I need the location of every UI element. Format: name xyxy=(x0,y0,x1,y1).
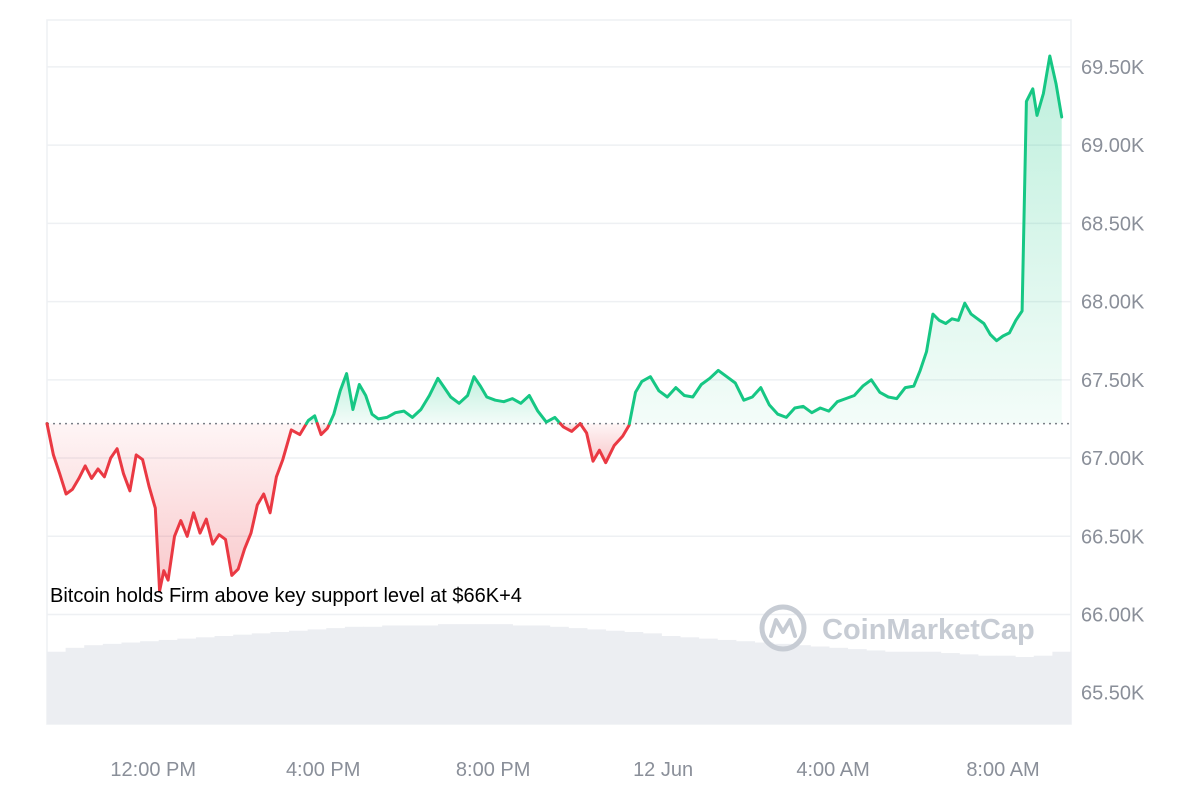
volume-bar xyxy=(940,653,960,724)
x-tick-label: 4:00 PM xyxy=(286,759,360,781)
price-area-fills xyxy=(47,56,1062,591)
volume-bar xyxy=(512,625,532,724)
y-tick-label: 66.00K xyxy=(1081,604,1145,626)
volume-bar xyxy=(47,651,67,724)
y-tick-label: 67.00K xyxy=(1081,448,1145,470)
volume-bar xyxy=(84,645,104,724)
price-line-down-segment xyxy=(315,422,332,437)
price-line-down-segment xyxy=(578,422,631,465)
volume-bars xyxy=(47,624,1072,724)
volume-bar xyxy=(214,635,234,724)
volume-bar xyxy=(977,655,998,724)
volume-bar xyxy=(586,629,607,724)
volume-bar xyxy=(847,649,867,724)
volume-bar xyxy=(270,632,290,724)
area-fill-above-baseline xyxy=(329,373,561,424)
coinmarketcap-watermark: CoinMarketCap xyxy=(759,604,1035,652)
volume-bar xyxy=(698,638,718,724)
volume-bar xyxy=(475,624,495,724)
volume-bar xyxy=(828,647,849,724)
price-line-down-segment xyxy=(558,422,582,433)
volume-bar xyxy=(251,633,271,724)
volume-bar xyxy=(810,646,830,724)
volume-bar xyxy=(344,626,365,724)
volume-bar xyxy=(121,642,141,724)
volume-bar xyxy=(307,629,327,724)
volume-bar xyxy=(400,625,420,724)
volume-bar xyxy=(642,633,662,724)
volume-bar xyxy=(773,643,793,724)
coinmarketcap-logo-icon xyxy=(759,604,807,652)
volume-bar xyxy=(791,645,811,724)
price-line-down-segment xyxy=(45,422,308,593)
chart-annotation: Bitcoin holds Firm above key support lev… xyxy=(50,585,522,607)
volume-bar xyxy=(903,651,923,724)
volume-bar xyxy=(195,637,216,724)
y-axis-ticks: 65.50K 66.00K 66.50K 67.00K 67.50K 68.00K 68.5… xyxy=(1081,57,1145,705)
area-fill-below-baseline xyxy=(47,423,307,591)
volume-bar xyxy=(437,624,458,724)
volume-bar xyxy=(1015,657,1035,724)
volume-bar xyxy=(568,628,588,724)
volume-bar xyxy=(866,650,886,724)
area-fill-above-baseline xyxy=(629,56,1062,424)
volume-bar xyxy=(1033,655,1053,724)
price-line xyxy=(45,54,1064,593)
volume-bar xyxy=(456,624,476,724)
volume-bar xyxy=(605,630,625,724)
x-tick-label: 4:00 AM xyxy=(796,759,869,781)
watermark-text: CoinMarketCap xyxy=(822,614,1035,646)
x-tick-label: 8:00 AM xyxy=(966,759,1039,781)
y-tick-label: 68.50K xyxy=(1081,213,1145,235)
volume-bar xyxy=(177,638,197,724)
volume-bar xyxy=(754,642,774,724)
volume-bar xyxy=(158,639,178,724)
price-line-up-segment xyxy=(328,372,562,426)
volume-bar xyxy=(959,654,979,724)
volume-bar xyxy=(382,625,402,724)
price-line-up-segment xyxy=(627,54,1064,426)
y-tick-label: 66.50K xyxy=(1081,526,1145,548)
y-tick-label: 67.50K xyxy=(1081,370,1145,392)
price-line-up-segment xyxy=(304,414,319,426)
volume-bar xyxy=(289,630,309,724)
volume-bar xyxy=(326,628,346,724)
y-tick-label: 69.50K xyxy=(1081,57,1145,79)
y-tick-label: 65.50K xyxy=(1081,683,1145,705)
y-tick-label: 68.00K xyxy=(1081,292,1145,314)
volume-bar xyxy=(922,651,942,724)
volume-bar xyxy=(493,624,513,724)
volume-bar xyxy=(102,643,122,724)
x-tick-label: 8:00 PM xyxy=(456,759,530,781)
volume-bar xyxy=(624,632,644,724)
volume-bar xyxy=(717,639,737,724)
volume-bar xyxy=(996,655,1016,724)
x-axis-ticks: 12:00 PM 4:00 PM 8:00 PM 12 Jun 4:00 AM 8:00 … xyxy=(110,759,1039,781)
volume-bar xyxy=(549,626,569,724)
volume-bar xyxy=(233,634,253,724)
volume-bar xyxy=(1052,651,1072,724)
volume-bar xyxy=(735,641,755,724)
volume-bar xyxy=(531,625,551,724)
volume-bar xyxy=(140,641,160,724)
volume-bar xyxy=(419,625,439,724)
volume-bar xyxy=(661,635,681,724)
area-fill-below-baseline xyxy=(560,423,581,432)
volume-bar xyxy=(363,626,383,724)
volume-bar xyxy=(65,647,85,724)
x-tick-label: 12:00 PM xyxy=(110,759,196,781)
volume-bar xyxy=(884,651,904,724)
y-tick-label: 69.00K xyxy=(1081,135,1145,157)
x-tick-label: 12 Jun xyxy=(633,759,693,781)
volume-bar xyxy=(680,637,700,724)
